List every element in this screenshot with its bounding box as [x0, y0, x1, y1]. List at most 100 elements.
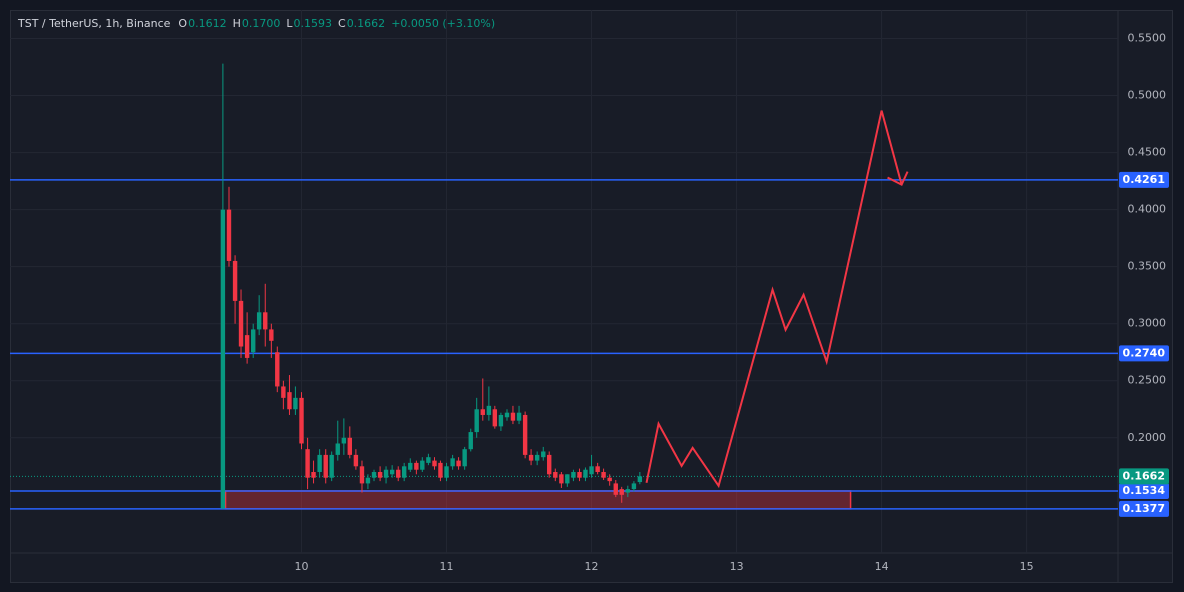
candle-body	[420, 460, 425, 470]
ohlc-value: 0.1612	[188, 17, 227, 30]
candle-body	[565, 474, 570, 484]
candle-body	[269, 329, 274, 341]
candle-body	[456, 460, 461, 467]
ohlc-value: 0.1700	[242, 17, 281, 30]
candle-body	[347, 437, 352, 455]
price-tag-label: 0.4261	[1123, 173, 1165, 186]
candle-body	[522, 414, 528, 455]
candle-body	[577, 472, 582, 478]
y-tick-label: 0.2000	[1128, 431, 1167, 444]
y-tick-label: 0.5500	[1128, 32, 1167, 45]
y-tick-label: 0.2500	[1128, 374, 1167, 387]
candle-body	[371, 472, 377, 478]
price-tag	[1119, 468, 1169, 485]
candle-body	[353, 454, 359, 467]
y-tick-label: 0.5000	[1128, 89, 1167, 102]
price-tag	[1119, 500, 1169, 517]
x-tick-label: 13	[730, 560, 744, 573]
candle-body	[281, 386, 286, 398]
ohlc-key: O	[178, 17, 187, 30]
price-tag-label: 0.1377	[1123, 502, 1165, 515]
plot	[10, 63, 1118, 510]
candle-body	[631, 483, 637, 490]
candle-body	[365, 477, 371, 484]
candle-body	[275, 352, 280, 387]
axes: 0.2000 0.2500 0.3000 0.3500 0.4000 0.4500 0.50…	[295, 32, 1169, 573]
candle-body	[625, 489, 631, 493]
y-tick-label: 0.4000	[1128, 203, 1167, 216]
candle-body	[607, 477, 612, 482]
candle-body	[438, 462, 443, 478]
candle-body	[244, 335, 250, 358]
price-tag-label: 0.1662	[1123, 469, 1165, 482]
candle-body	[408, 462, 413, 470]
candle-body	[426, 457, 431, 463]
candle-body	[444, 466, 449, 478]
x-tick-label: 15	[1020, 560, 1034, 573]
candle-body	[293, 397, 298, 410]
candle-body	[341, 437, 347, 444]
candle-body	[450, 458, 455, 467]
ohlc-key: L	[286, 17, 293, 30]
candle-body	[299, 397, 304, 444]
ohlc-value: 0.1662	[347, 17, 386, 30]
y-tick-label: 0.3000	[1128, 317, 1167, 330]
candle-body	[389, 469, 395, 475]
candle-body	[541, 451, 546, 458]
candle-body	[462, 449, 467, 467]
change: +0.0050 (+3.10%)	[391, 17, 495, 30]
candle-body	[601, 472, 606, 478]
candle-body	[251, 329, 256, 353]
price-tag	[1119, 482, 1169, 499]
chart-title: TST / TetherUS, 1h, Binance	[17, 17, 171, 30]
candle-body	[613, 483, 618, 495]
x-tick-label: 10	[295, 560, 309, 573]
projection-arrow	[887, 171, 909, 187]
candle-body	[317, 454, 322, 473]
candle-body	[377, 472, 383, 478]
grid	[10, 10, 1118, 553]
candle-body	[498, 414, 504, 427]
candle-body	[414, 462, 419, 470]
candle-body	[619, 489, 624, 495]
x-tick-label: 12	[585, 560, 599, 573]
projection-line	[645, 110, 903, 489]
candle-body	[595, 466, 600, 473]
candle-body	[492, 409, 498, 427]
candle-body	[528, 454, 534, 461]
support-zone	[224, 490, 852, 510]
x-tick-label: 14	[875, 560, 889, 573]
candle-body	[329, 454, 334, 478]
candle-body	[510, 412, 516, 421]
header: TST / TetherUS, 1h, Binance O 0.1612 H 0.17…	[17, 17, 495, 30]
x-tick-label: 11	[440, 560, 454, 573]
candle-body	[571, 472, 576, 478]
candle-body	[589, 466, 594, 475]
candle-body	[480, 409, 485, 415]
candle-body	[486, 405, 492, 415]
candle-body	[553, 472, 558, 478]
candle-body	[263, 312, 268, 330]
candle-body	[311, 472, 316, 478]
candle-body	[256, 312, 262, 330]
candle-body	[220, 209, 226, 509]
candle-body	[359, 466, 365, 484]
candle-body	[323, 454, 328, 478]
candle-body	[559, 474, 564, 484]
candle-body	[547, 454, 552, 475]
candle-body	[432, 460, 437, 467]
ohlc-key: C	[338, 17, 346, 30]
price-tag-label: 0.1534	[1123, 484, 1166, 497]
ohlc-value: 0.1593	[294, 17, 333, 30]
candle-body	[238, 300, 244, 347]
candle-body	[534, 454, 540, 461]
candle-body	[401, 466, 407, 478]
candle-body	[637, 476, 643, 483]
candle-body	[335, 443, 340, 455]
y-tick-label: 0.3500	[1128, 260, 1167, 273]
price-tag	[1119, 345, 1169, 362]
candle-body	[583, 469, 588, 478]
candle-body	[396, 469, 401, 478]
candle-body	[383, 469, 389, 478]
